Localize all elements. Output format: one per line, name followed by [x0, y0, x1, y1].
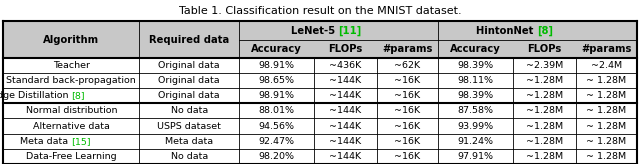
- Text: Meta data: Meta data: [165, 137, 213, 146]
- Text: 98.91%: 98.91%: [259, 61, 294, 70]
- Text: 98.91%: 98.91%: [259, 91, 294, 100]
- Text: 97.91%: 97.91%: [458, 152, 493, 161]
- Text: ~16K: ~16K: [394, 122, 420, 131]
- Text: ~144K: ~144K: [330, 122, 362, 131]
- Bar: [438, 21, 637, 40]
- Bar: [3, 134, 637, 149]
- Text: #params: #params: [382, 44, 433, 54]
- Text: Table 1. Classification result on the MNIST dataset.: Table 1. Classification result on the MN…: [179, 6, 461, 16]
- Text: No data: No data: [171, 106, 208, 115]
- Text: ~144K: ~144K: [330, 137, 362, 146]
- Text: ~16K: ~16K: [394, 106, 420, 115]
- Text: Data-Free Learning: Data-Free Learning: [26, 152, 116, 161]
- Text: ~1.28M: ~1.28M: [526, 76, 563, 85]
- Text: 88.01%: 88.01%: [259, 106, 294, 115]
- Text: ~2.4M: ~2.4M: [591, 61, 622, 70]
- Text: ~16K: ~16K: [394, 137, 420, 146]
- Text: ~ 1.28M: ~ 1.28M: [586, 91, 627, 100]
- Text: Accuracy: Accuracy: [251, 44, 302, 54]
- Bar: [575, 40, 637, 58]
- Text: ~144K: ~144K: [330, 152, 362, 161]
- Text: FLOPs: FLOPs: [328, 44, 362, 54]
- Bar: [513, 40, 575, 58]
- Text: Required data: Required data: [149, 35, 229, 45]
- Bar: [3, 58, 637, 73]
- Text: ~ 1.28M: ~ 1.28M: [586, 106, 627, 115]
- Text: Teacher: Teacher: [53, 61, 90, 70]
- Text: HintonNet: HintonNet: [476, 26, 538, 36]
- Text: USPS dataset: USPS dataset: [157, 122, 221, 131]
- Bar: [239, 21, 438, 40]
- Text: ~16K: ~16K: [394, 76, 420, 85]
- Text: ~1.28M: ~1.28M: [526, 91, 563, 100]
- Text: [15]: [15]: [71, 137, 91, 146]
- Text: [8]: [8]: [538, 26, 554, 36]
- Text: 94.56%: 94.56%: [259, 122, 294, 131]
- Text: LeNet-5: LeNet-5: [291, 26, 339, 36]
- Text: 98.11%: 98.11%: [458, 76, 493, 85]
- Text: ~16K: ~16K: [394, 152, 420, 161]
- Bar: [377, 40, 438, 58]
- Text: ~1.28M: ~1.28M: [526, 137, 563, 146]
- Text: [8]: [8]: [71, 91, 85, 100]
- Text: No data: No data: [171, 152, 208, 161]
- Bar: [3, 103, 637, 118]
- Text: 98.20%: 98.20%: [259, 152, 294, 161]
- Text: ~62K: ~62K: [394, 61, 420, 70]
- Text: ~16K: ~16K: [394, 91, 420, 100]
- Text: ~ 1.28M: ~ 1.28M: [586, 137, 627, 146]
- Text: ~144K: ~144K: [330, 76, 362, 85]
- Text: ~ 1.28M: ~ 1.28M: [586, 122, 627, 131]
- Text: ~2.39M: ~2.39M: [525, 61, 563, 70]
- Text: 98.65%: 98.65%: [259, 76, 294, 85]
- Text: ~436K: ~436K: [330, 61, 362, 70]
- Text: FLOPs: FLOPs: [527, 44, 561, 54]
- Bar: [3, 88, 637, 103]
- Bar: [3, 21, 140, 58]
- Text: Original data: Original data: [159, 91, 220, 100]
- Bar: [3, 149, 637, 164]
- Bar: [438, 40, 513, 58]
- Text: ~1.28M: ~1.28M: [526, 106, 563, 115]
- Text: 98.39%: 98.39%: [458, 61, 493, 70]
- Text: Alternative data: Alternative data: [33, 122, 110, 131]
- Text: Original data: Original data: [159, 76, 220, 85]
- Text: Original data: Original data: [159, 61, 220, 70]
- Text: ~144K: ~144K: [330, 91, 362, 100]
- Text: [11]: [11]: [339, 26, 362, 36]
- Text: ~144K: ~144K: [330, 106, 362, 115]
- Text: 92.47%: 92.47%: [259, 137, 294, 146]
- Text: #params: #params: [581, 44, 632, 54]
- Text: 93.99%: 93.99%: [458, 122, 493, 131]
- Bar: [3, 118, 637, 134]
- Text: Meta data: Meta data: [20, 137, 71, 146]
- Text: 91.24%: 91.24%: [458, 137, 493, 146]
- Text: 98.39%: 98.39%: [458, 91, 493, 100]
- Bar: [314, 40, 377, 58]
- Text: ~ 1.28M: ~ 1.28M: [586, 76, 627, 85]
- Text: Algorithm: Algorithm: [44, 35, 99, 45]
- Text: ~ 1.28M: ~ 1.28M: [586, 152, 627, 161]
- Text: ~1.28M: ~1.28M: [526, 152, 563, 161]
- Text: Knowledge Distillation: Knowledge Distillation: [0, 91, 71, 100]
- Text: Normal distribution: Normal distribution: [26, 106, 117, 115]
- Text: Standard back-propagation: Standard back-propagation: [6, 76, 136, 85]
- Bar: [3, 73, 637, 88]
- Bar: [239, 40, 314, 58]
- Bar: [140, 21, 239, 58]
- Text: Accuracy: Accuracy: [450, 44, 501, 54]
- Text: ~1.28M: ~1.28M: [526, 122, 563, 131]
- Text: 87.58%: 87.58%: [458, 106, 493, 115]
